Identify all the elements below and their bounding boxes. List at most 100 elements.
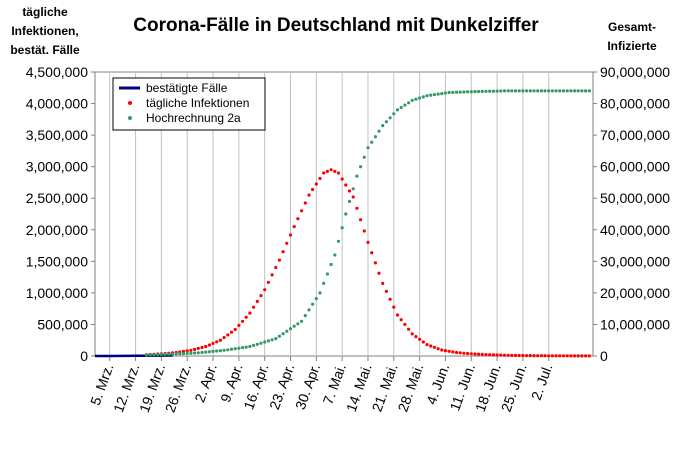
data-point [226, 333, 230, 337]
data-point [403, 322, 407, 326]
data-point [370, 251, 374, 255]
data-point [211, 349, 215, 353]
x-axis-ticks: 5. Mrz.12. Mrz.19. Mrz.26. Mrz.2. Apr.9.… [87, 356, 556, 415]
y-axis-label-left: tägliche Infektionen, bestät. Fälle [10, 5, 80, 57]
data-point [462, 351, 466, 355]
data-point [554, 89, 558, 93]
x-tick-label: 9. Apr. [217, 362, 246, 405]
data-point [314, 297, 318, 301]
data-point [281, 332, 285, 336]
data-point [547, 89, 551, 93]
y-tick-right-label: 10,000,000 [600, 316, 670, 332]
data-point [466, 351, 470, 356]
data-point [366, 146, 370, 150]
data-point [285, 329, 289, 333]
data-point [443, 349, 447, 353]
data-point [484, 89, 488, 93]
data-point [554, 354, 558, 358]
data-point [351, 187, 355, 191]
data-point [561, 89, 566, 93]
data-point [303, 314, 307, 318]
data-point [480, 352, 484, 356]
y-tick-left-label: 500,000 [37, 316, 88, 332]
data-point [495, 89, 499, 93]
data-point [311, 187, 315, 192]
data-point [395, 108, 400, 112]
data-point [502, 89, 507, 93]
y-axis-label-left-line-2: Infektionen, [11, 24, 78, 38]
data-point [274, 337, 278, 341]
data-point [569, 89, 573, 93]
data-point [395, 313, 400, 317]
y-tick-right-label: 60,000,000 [600, 159, 670, 175]
legend-swatch-taegliche-infektionen [128, 101, 132, 105]
data-point [499, 89, 503, 93]
data-point [447, 90, 451, 95]
data-point [215, 349, 219, 353]
x-tick-label: 4. Jun. [423, 362, 452, 407]
data-point [573, 354, 577, 358]
data-point [329, 262, 333, 267]
data-point [462, 90, 466, 94]
data-point [340, 177, 344, 181]
data-point [418, 96, 422, 100]
data-point [587, 354, 591, 358]
x-tick-label: 7. Mai. [320, 362, 349, 407]
x-tick-label: 2. Apr. [191, 362, 220, 405]
data-point [576, 89, 580, 93]
series-layer [95, 89, 591, 358]
data-point [473, 90, 477, 94]
data-point [148, 353, 152, 357]
data-point [436, 92, 440, 96]
data-point [233, 347, 237, 351]
data-point [384, 289, 388, 293]
data-point [528, 354, 532, 358]
data-point [584, 89, 588, 93]
data-point [311, 302, 315, 306]
y-tick-left-label: 1,500,000 [26, 253, 88, 269]
data-point [421, 340, 425, 344]
data-point [277, 334, 281, 338]
data-point [355, 206, 359, 210]
series-2 [145, 89, 591, 357]
y-axis-label-right: Gesamt- Infizierte [607, 20, 657, 53]
data-point [248, 311, 252, 315]
data-point [525, 89, 529, 93]
data-point [469, 90, 473, 94]
data-point [277, 258, 281, 262]
data-point [506, 353, 510, 357]
data-point [525, 354, 529, 358]
data-point [207, 343, 211, 347]
data-point [543, 89, 547, 93]
y-tick-left-label: 2,000,000 [26, 222, 88, 238]
data-point [263, 288, 267, 292]
data-point [274, 265, 278, 270]
data-point [344, 212, 348, 216]
data-point [181, 349, 186, 353]
data-point [587, 89, 591, 93]
data-point [432, 345, 436, 349]
data-point [381, 281, 385, 285]
y-tick-right-label: 20,000,000 [600, 285, 670, 301]
data-point [244, 345, 248, 349]
data-point [506, 89, 510, 93]
data-point [458, 90, 462, 94]
data-point [513, 89, 518, 93]
data-point [288, 327, 293, 331]
data-point [196, 346, 200, 350]
data-point [407, 327, 411, 331]
data-point [189, 351, 193, 355]
y-tick-right-label: 50,000,000 [600, 190, 670, 206]
data-point [355, 174, 359, 178]
data-point [454, 90, 459, 94]
data-point [436, 347, 440, 351]
data-point [170, 352, 175, 356]
y-tick-left-label: 3,500,000 [26, 127, 88, 143]
data-point [488, 89, 492, 93]
data-point [477, 352, 481, 356]
data-point [263, 340, 267, 344]
legend: bestätigte Fälle tägliche Infektionen Ho… [112, 77, 266, 131]
y-tick-right-label: 70,000,000 [600, 127, 670, 143]
data-point [451, 350, 455, 354]
